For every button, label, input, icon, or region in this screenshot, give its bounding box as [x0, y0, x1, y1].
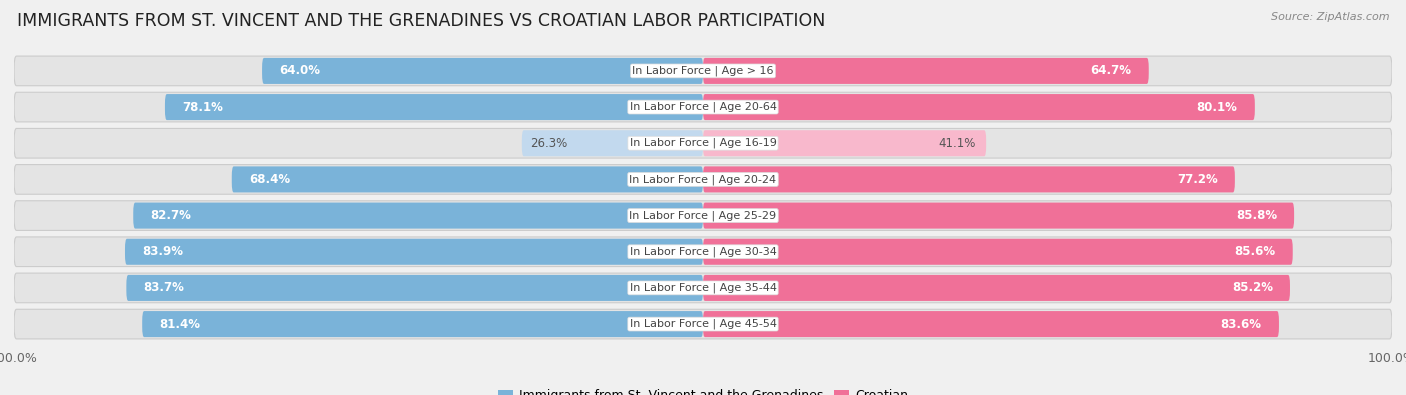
FancyBboxPatch shape	[703, 203, 1294, 229]
Text: 83.6%: 83.6%	[1220, 318, 1261, 331]
Text: In Labor Force | Age 20-64: In Labor Force | Age 20-64	[630, 102, 776, 112]
Text: Source: ZipAtlas.com: Source: ZipAtlas.com	[1271, 12, 1389, 22]
FancyBboxPatch shape	[14, 309, 1392, 339]
FancyBboxPatch shape	[134, 203, 703, 229]
FancyBboxPatch shape	[703, 58, 1149, 84]
Text: In Labor Force | Age 35-44: In Labor Force | Age 35-44	[630, 283, 776, 293]
FancyBboxPatch shape	[703, 275, 1289, 301]
FancyBboxPatch shape	[232, 166, 703, 192]
FancyBboxPatch shape	[262, 58, 703, 84]
Text: IMMIGRANTS FROM ST. VINCENT AND THE GRENADINES VS CROATIAN LABOR PARTICIPATION: IMMIGRANTS FROM ST. VINCENT AND THE GREN…	[17, 12, 825, 30]
Text: 80.1%: 80.1%	[1197, 101, 1237, 114]
Text: 81.4%: 81.4%	[159, 318, 201, 331]
Text: 85.6%: 85.6%	[1234, 245, 1275, 258]
FancyBboxPatch shape	[14, 201, 1392, 230]
Text: 82.7%: 82.7%	[150, 209, 191, 222]
Text: In Labor Force | Age 45-54: In Labor Force | Age 45-54	[630, 319, 776, 329]
Text: 78.1%: 78.1%	[183, 101, 224, 114]
Text: 85.8%: 85.8%	[1236, 209, 1277, 222]
Text: In Labor Force | Age > 16: In Labor Force | Age > 16	[633, 66, 773, 76]
FancyBboxPatch shape	[14, 92, 1392, 122]
FancyBboxPatch shape	[522, 130, 703, 156]
FancyBboxPatch shape	[703, 166, 1234, 192]
FancyBboxPatch shape	[14, 165, 1392, 194]
FancyBboxPatch shape	[165, 94, 703, 120]
Text: In Labor Force | Age 20-24: In Labor Force | Age 20-24	[630, 174, 776, 185]
Text: In Labor Force | Age 25-29: In Labor Force | Age 25-29	[630, 210, 776, 221]
FancyBboxPatch shape	[703, 130, 986, 156]
Text: 83.9%: 83.9%	[142, 245, 183, 258]
Text: 41.1%: 41.1%	[938, 137, 976, 150]
Text: 64.0%: 64.0%	[280, 64, 321, 77]
Text: 26.3%: 26.3%	[530, 137, 568, 150]
FancyBboxPatch shape	[14, 237, 1392, 267]
Text: 83.7%: 83.7%	[143, 281, 184, 294]
Text: 64.7%: 64.7%	[1091, 64, 1132, 77]
FancyBboxPatch shape	[127, 275, 703, 301]
Text: 77.2%: 77.2%	[1177, 173, 1218, 186]
Text: 85.2%: 85.2%	[1232, 281, 1272, 294]
Text: In Labor Force | Age 30-34: In Labor Force | Age 30-34	[630, 246, 776, 257]
FancyBboxPatch shape	[14, 273, 1392, 303]
FancyBboxPatch shape	[125, 239, 703, 265]
FancyBboxPatch shape	[703, 311, 1279, 337]
FancyBboxPatch shape	[703, 239, 1292, 265]
FancyBboxPatch shape	[142, 311, 703, 337]
Text: In Labor Force | Age 16-19: In Labor Force | Age 16-19	[630, 138, 776, 149]
Legend: Immigrants from St. Vincent and the Grenadines, Croatian: Immigrants from St. Vincent and the Gren…	[494, 384, 912, 395]
FancyBboxPatch shape	[14, 56, 1392, 86]
Text: 68.4%: 68.4%	[249, 173, 290, 186]
FancyBboxPatch shape	[14, 128, 1392, 158]
FancyBboxPatch shape	[703, 94, 1254, 120]
